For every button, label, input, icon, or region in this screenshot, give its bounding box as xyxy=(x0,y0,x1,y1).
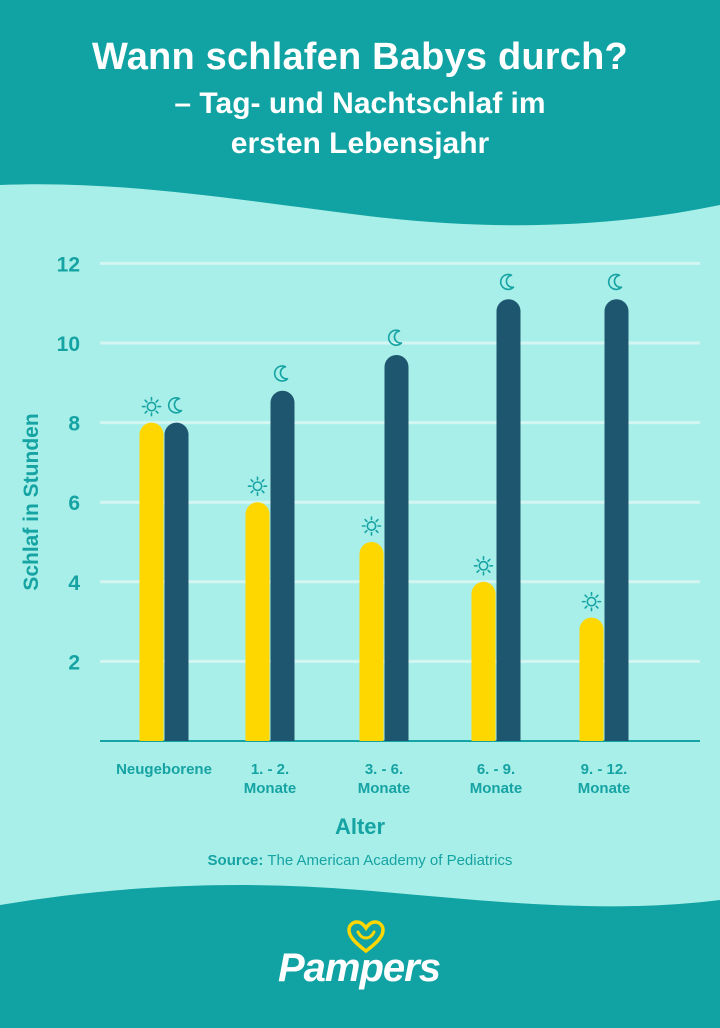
moon-icon xyxy=(387,329,403,346)
bar-night-sleep xyxy=(496,299,521,741)
y-tick-label: 2 xyxy=(68,651,80,674)
sun-icon xyxy=(581,591,602,612)
sun-icon xyxy=(141,396,162,417)
moon-icon xyxy=(273,365,289,382)
subtitle-line-1: – Tag- und Nachtschlaf im xyxy=(174,87,546,120)
bar-night-sleep xyxy=(270,390,295,741)
bar-night-sleep xyxy=(604,299,629,741)
bar-day-sleep xyxy=(139,422,164,741)
bar-night-sleep xyxy=(164,422,189,741)
moon-icon xyxy=(607,273,623,291)
bar-night-sleep xyxy=(384,354,409,741)
source-text: The American Academy of Pediatrics xyxy=(267,852,513,869)
moon-icon xyxy=(499,273,515,291)
footer-background xyxy=(0,885,720,1028)
moon-icon xyxy=(167,397,183,414)
y-tick-label: 12 xyxy=(57,253,80,276)
source-note: Source: The American Academy of Pediatri… xyxy=(0,852,720,869)
x-tick-label: Neugeborene xyxy=(116,761,212,778)
header: Wann schlafen Babys durch? – Tag- und Na… xyxy=(0,34,720,164)
y-tick-label: 10 xyxy=(57,333,80,356)
x-tick-label: 3. - 6. Monate xyxy=(358,761,411,797)
header-background xyxy=(0,0,720,226)
pampers-logo: Pampers xyxy=(278,920,441,1004)
y-tick-label: 6 xyxy=(68,492,80,515)
bar-day-sleep xyxy=(471,581,496,741)
y-axis-label: Schlaf in Stunden xyxy=(20,413,43,591)
page-subtitle: – Tag- und Nachtschlaf im ersten Lebensj… xyxy=(0,84,720,164)
sun-icon xyxy=(473,555,494,576)
bar-day-sleep xyxy=(359,542,384,741)
subtitle-line-2: ersten Lebensjahr xyxy=(230,127,490,160)
logo-wordmark: Pampers xyxy=(278,946,441,990)
bar-day-sleep xyxy=(579,617,604,741)
x-tick-label: 9. - 12. Monate xyxy=(578,761,631,797)
x-axis-label: Alter xyxy=(334,814,386,839)
heart-icon xyxy=(347,920,385,954)
sun-icon xyxy=(361,516,382,536)
bar-day-sleep xyxy=(245,502,270,741)
x-tick-label: 6. - 9. Monate xyxy=(470,761,523,797)
source-label: Source: xyxy=(207,852,264,869)
y-tick-label: 4 xyxy=(68,572,80,595)
x-tick-label: 1. - 2. Monate xyxy=(244,761,297,797)
sun-icon xyxy=(247,476,268,497)
page-title: Wann schlafen Babys durch? xyxy=(92,36,628,78)
y-tick-label: 8 xyxy=(68,413,80,436)
